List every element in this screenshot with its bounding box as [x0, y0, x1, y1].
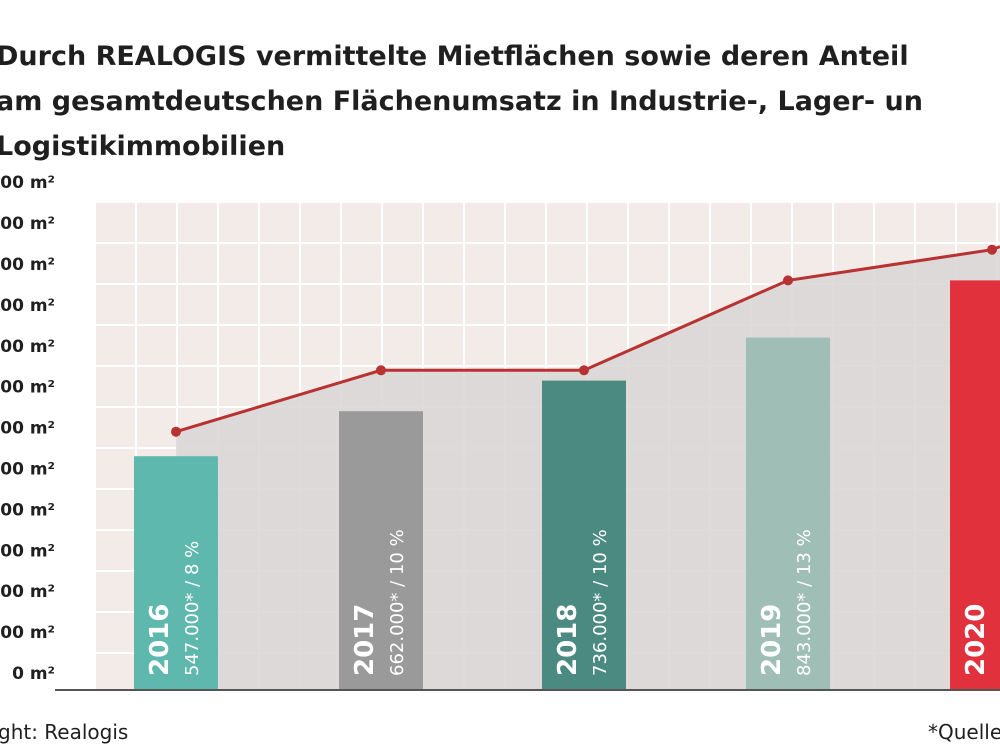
share-point-2019 — [783, 275, 793, 286]
bar-2018 — [542, 380, 626, 690]
share-point-2017 — [376, 365, 386, 376]
title-line-2: am gesamtdeutschen Flächenumsatz in Indu… — [0, 86, 923, 117]
bar-value-label: 736.000* / 10 % — [590, 529, 611, 676]
bar-value-label: 843.000* / 13 % — [794, 529, 815, 676]
copyright-text: ght: Realogis — [0, 720, 129, 744]
share-point-2018 — [579, 365, 589, 376]
y-tick-label: 00 m² — [0, 419, 55, 439]
chart-title: Durch REALOGIS vermittelte Mietflächen s… — [0, 34, 1000, 169]
y-tick-label: 00 m² — [0, 378, 55, 398]
bar-value-label: 547.000* / 8 % — [182, 541, 203, 676]
y-tick-label: 00 m² — [0, 296, 55, 316]
title-line-1: Durch REALOGIS vermittelte Mietflächen s… — [0, 41, 909, 72]
share-point-2016 — [171, 426, 181, 437]
y-tick-label: 00 m² — [0, 582, 55, 602]
y-tick-label: 00 m² — [0, 173, 55, 193]
y-tick-label: 00 m² — [0, 500, 55, 520]
source-note: *Quelle — [928, 720, 1000, 744]
bar-2016 — [134, 456, 218, 690]
bar-year-label: 2019 — [757, 604, 787, 676]
bar-year-label: 2016 — [145, 604, 175, 676]
y-tick-label: 00 m² — [0, 214, 55, 234]
y-tick-label: 00 m² — [0, 541, 55, 561]
bar-year-label: 2017 — [350, 604, 380, 676]
y-tick-label: 00 m² — [0, 255, 55, 275]
y-tick-label: 00 m² — [0, 460, 55, 480]
title-line-3: Logistikimmobilien — [0, 131, 286, 162]
bar-value-label: 662.000* / 10 % — [387, 529, 408, 676]
bar-year-label: 2018 — [553, 604, 583, 676]
bar-2020 — [950, 280, 1000, 690]
bar-year-label: 2020 — [961, 604, 991, 676]
y-tick-label: 00 m² — [0, 337, 55, 357]
y-tick-label: 00 m² — [0, 623, 55, 643]
share-point-2020 — [987, 244, 997, 255]
y-tick-label: 0 m² — [12, 664, 55, 684]
bar-2019 — [746, 337, 830, 690]
bar-2017 — [339, 411, 423, 690]
